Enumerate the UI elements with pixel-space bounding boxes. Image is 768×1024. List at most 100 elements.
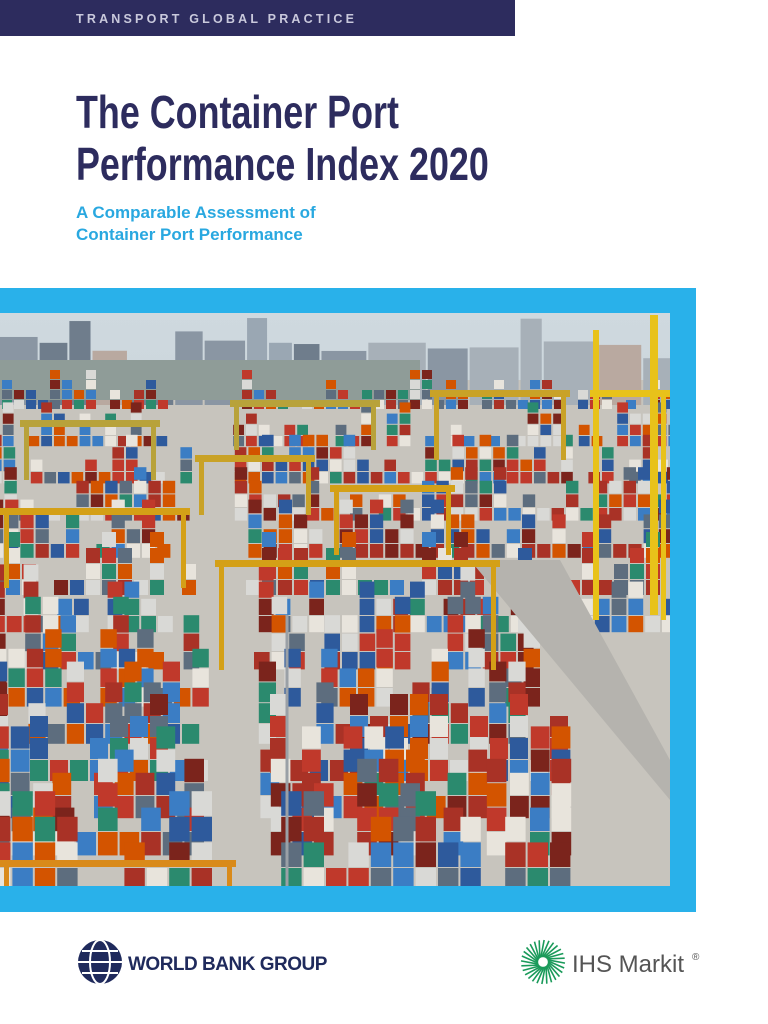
container [191,791,212,816]
container [57,868,78,886]
container [74,616,89,633]
container [598,544,612,558]
container [141,807,161,831]
container [262,434,274,447]
container [192,648,209,668]
container [62,380,72,389]
container [30,716,48,737]
container [112,447,124,459]
container [66,661,84,682]
container [3,459,16,471]
container [112,472,124,484]
container [642,447,655,459]
container [425,472,437,484]
container [393,842,414,867]
container [609,508,622,521]
container [348,868,369,886]
container [184,758,204,783]
container [394,633,411,651]
container [361,402,372,413]
container [466,447,478,459]
container [278,499,292,514]
container [326,580,340,595]
container [271,596,288,615]
container [400,544,414,558]
container [54,413,65,424]
container [415,791,436,816]
container [630,436,641,447]
container [258,598,274,615]
container [370,499,384,514]
container [520,472,532,484]
container [390,694,408,715]
container [386,400,396,409]
container [102,548,116,563]
container [598,529,612,543]
container [582,564,596,579]
container [378,758,399,783]
container [134,390,144,399]
container [623,467,636,480]
container [71,472,84,484]
container [617,436,628,447]
container [465,615,481,633]
container [316,447,328,459]
container [530,772,550,795]
container [262,472,274,484]
container [50,390,60,399]
starburst-ray [542,942,555,958]
container [278,548,292,563]
container [602,472,614,484]
container [410,380,420,389]
container [479,480,492,494]
container [35,514,49,529]
container [0,459,2,471]
container [8,688,25,707]
crane-beam [430,390,570,397]
crane-leg [151,420,156,480]
container [493,447,505,459]
container [398,390,408,399]
container [302,447,315,459]
container [358,668,375,687]
container [110,400,120,409]
crane-leg [371,400,376,450]
container [28,436,40,447]
container [41,424,52,435]
container [482,596,499,615]
container [482,633,499,651]
container [124,661,142,682]
container [303,791,324,816]
container [326,564,340,579]
container [303,868,324,886]
container [489,436,500,447]
title-line: The Container Port [76,87,399,138]
container [530,380,540,389]
starburst-ray [545,952,564,959]
starburst-ray [525,946,539,962]
crane-leg [227,860,232,886]
container [275,472,288,484]
container [479,447,492,459]
container [52,772,72,795]
starburst-ray [546,964,553,983]
crane-beam [195,455,315,462]
container [370,816,392,842]
container [112,459,124,471]
container [153,472,165,484]
container [447,615,464,633]
container [20,529,34,543]
container [486,807,507,831]
container [79,413,91,424]
container [494,380,504,389]
container [580,508,593,521]
container [364,726,384,749]
container [41,413,52,424]
container [370,842,392,867]
container [510,772,529,795]
container [180,472,192,484]
container [530,726,550,749]
container [303,816,324,842]
container [58,472,70,484]
